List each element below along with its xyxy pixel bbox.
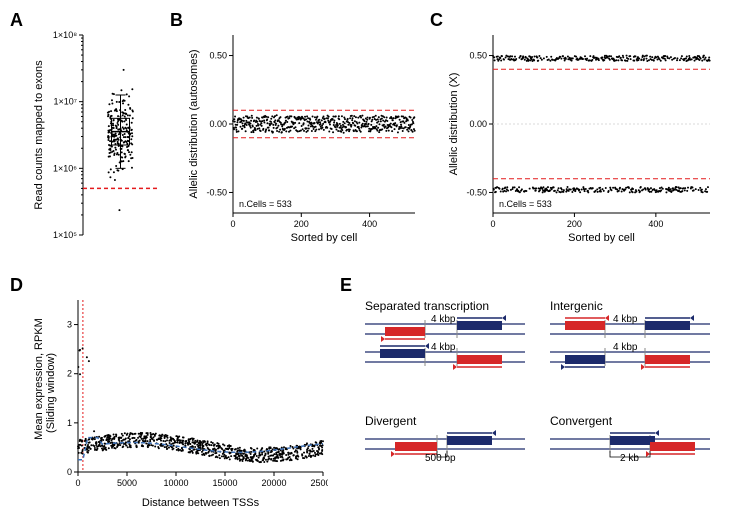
- svg-text:0: 0: [490, 219, 495, 229]
- panel-e: Separated transcription4 kbp4 kbpInterge…: [360, 295, 720, 510]
- svg-text:1×10⁶: 1×10⁶: [53, 163, 77, 173]
- svg-text:0.00: 0.00: [209, 119, 227, 129]
- svg-text:3: 3: [67, 320, 72, 330]
- panel-a-label: A: [10, 10, 23, 31]
- svg-text:0.50: 0.50: [469, 51, 487, 61]
- figure-container: A B C D E 1×10⁵ 1×10⁶ 1×10⁷ 1×10⁸ Read count…: [10, 10, 729, 515]
- svg-text:4 kbp: 4 kbp: [613, 342, 638, 353]
- svg-text:Allelic distribution (autosome: Allelic distribution (autosomes): [188, 49, 200, 198]
- panel-b: 0 200 400 -0.50 0.00 0.50 Sorted by cell Alleli…: [185, 30, 420, 245]
- svg-text:2: 2: [67, 369, 72, 379]
- panel-c-label: C: [430, 10, 443, 31]
- svg-text:n.Cells = 533: n.Cells = 533: [499, 199, 552, 209]
- svg-text:15000: 15000: [212, 478, 237, 488]
- svg-text:10000: 10000: [163, 478, 188, 488]
- svg-text:200: 200: [567, 219, 582, 229]
- svg-text:Separated transcription: Separated transcription: [365, 299, 489, 313]
- svg-text:200: 200: [294, 219, 309, 229]
- svg-text:Mean expression, RPKM: Mean expression, RPKM: [33, 318, 45, 440]
- svg-text:400: 400: [648, 219, 663, 229]
- svg-text:4 kbp: 4 kbp: [431, 314, 456, 325]
- panel-d: 0 5000 10000 15000 20000 25000 0 1 2 3 Distance be…: [28, 295, 328, 510]
- svg-text:0: 0: [67, 467, 72, 477]
- svg-text:Distance between TSSs: Distance between TSSs: [142, 497, 260, 509]
- svg-text:1×10⁸: 1×10⁸: [53, 30, 77, 40]
- svg-text:0: 0: [75, 478, 80, 488]
- svg-text:Sorted by cell: Sorted by cell: [568, 232, 635, 244]
- svg-text:0: 0: [230, 219, 235, 229]
- svg-text:5000: 5000: [117, 478, 137, 488]
- svg-text:(Sliding window): (Sliding window): [45, 353, 57, 433]
- svg-text:4 kbp: 4 kbp: [613, 314, 638, 325]
- svg-text:500 bp: 500 bp: [425, 453, 456, 464]
- svg-text:1×10⁷: 1×10⁷: [53, 97, 77, 107]
- svg-text:1×10⁵: 1×10⁵: [53, 230, 77, 240]
- svg-text:25000: 25000: [310, 478, 328, 488]
- svg-text:Intergenic: Intergenic: [550, 299, 603, 313]
- panel-a: 1×10⁵ 1×10⁶ 1×10⁷ 1×10⁸ Read counts mapped t…: [28, 30, 163, 245]
- svg-text:0.50: 0.50: [209, 51, 227, 61]
- svg-text:0.00: 0.00: [469, 119, 487, 129]
- svg-text:Read counts mapped to exons: Read counts mapped to exons: [33, 60, 45, 210]
- panel-b-label: B: [170, 10, 183, 31]
- panel-c: 0 200 400 -0.50 0.00 0.50 Sorted by cell Alleli…: [445, 30, 715, 245]
- svg-text:-0.50: -0.50: [206, 187, 227, 197]
- panel-e-label: E: [340, 275, 352, 296]
- svg-text:-0.50: -0.50: [466, 187, 487, 197]
- svg-text:n.Cells = 533: n.Cells = 533: [239, 199, 292, 209]
- panel-d-label: D: [10, 275, 23, 296]
- svg-text:Allelic distribution (X): Allelic distribution (X): [448, 73, 460, 176]
- svg-text:4 kbp: 4 kbp: [431, 342, 456, 353]
- svg-text:Sorted by cell: Sorted by cell: [291, 232, 358, 244]
- svg-text:Divergent: Divergent: [365, 414, 417, 428]
- svg-text:400: 400: [362, 219, 377, 229]
- svg-text:2 kb: 2 kb: [620, 453, 639, 464]
- svg-text:20000: 20000: [261, 478, 286, 488]
- svg-text:Convergent: Convergent: [550, 414, 613, 428]
- svg-text:1: 1: [67, 418, 72, 428]
